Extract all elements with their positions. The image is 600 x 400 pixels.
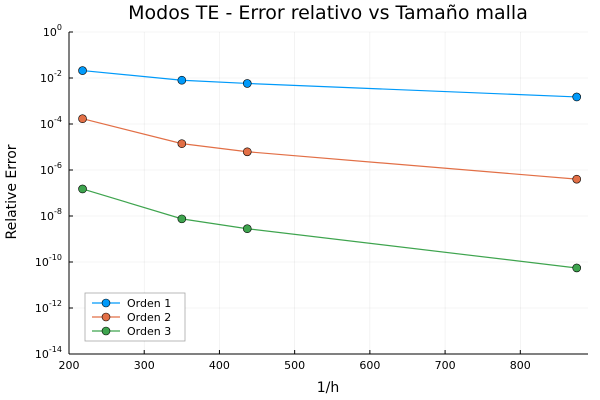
data-point — [177, 214, 187, 224]
y-tick-label: 100 — [43, 23, 62, 39]
legend-label: Orden 2 — [127, 311, 171, 324]
data-point — [572, 92, 582, 102]
y-tick-label: 10-10 — [35, 253, 62, 269]
y-tick-label: 10-12 — [35, 299, 62, 315]
legend-marker — [101, 312, 111, 322]
y-tick-label: 10-8 — [40, 207, 62, 223]
y-ticks: 10-14 10-12 10-10 10-8 10-6 10-4 10-2 100 — [35, 23, 73, 361]
data-point — [78, 66, 87, 75]
series-line-1 — [82, 69, 577, 98]
y-axis-label: Relative Error — [4, 144, 20, 239]
data-point — [177, 139, 187, 148]
series-line-3 — [82, 188, 577, 269]
data-point — [242, 147, 252, 157]
y-tick-label: 10-6 — [40, 161, 62, 177]
data-point — [572, 174, 582, 184]
legend-marker — [101, 298, 111, 308]
legend-label: Orden 1 — [127, 297, 171, 310]
data-point — [78, 184, 87, 194]
x-tick-label: 400 — [209, 359, 230, 372]
data-point — [572, 263, 582, 273]
x-tick-label: 700 — [435, 359, 456, 372]
chart-title: Modos TE - Error relativo vs Tamaño mall… — [128, 2, 528, 24]
data-point — [177, 75, 187, 85]
x-tick-label: 500 — [284, 359, 305, 372]
y-tick-label: 10-14 — [35, 345, 62, 361]
y-tick-label: 10-4 — [40, 115, 62, 131]
series — [78, 66, 582, 273]
x-axis-label: 1/h — [317, 380, 340, 396]
x-tick-label: 800 — [510, 359, 531, 372]
data-point — [242, 224, 252, 234]
legend-marker — [101, 326, 111, 336]
legend-label: Orden 3 — [127, 325, 171, 338]
data-point — [78, 114, 87, 123]
x-tick-label: 200 — [59, 359, 80, 372]
x-ticks: 200 300 400 500 600 700 800 — [59, 350, 531, 372]
axes — [68, 32, 588, 355]
series-line-2 — [82, 118, 577, 180]
data-point — [242, 79, 252, 88]
x-tick-label: 600 — [359, 359, 380, 372]
x-tick-label: 300 — [134, 359, 155, 372]
y-tick-label: 10-2 — [40, 69, 62, 85]
